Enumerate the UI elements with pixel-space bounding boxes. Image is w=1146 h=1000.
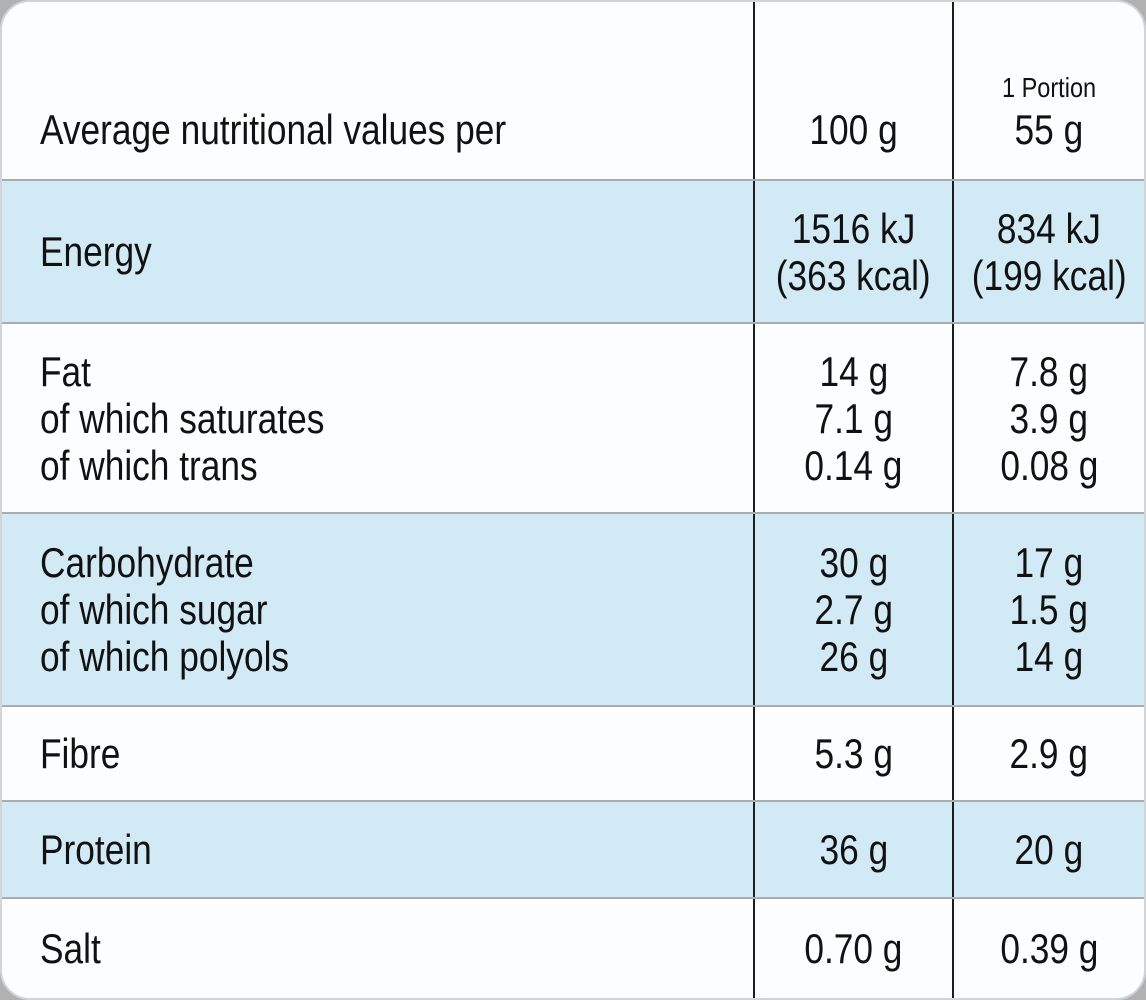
row-salt-portion-cell: 0.39 g (952, 899, 1144, 998)
nutrient-subname: of which sugar (40, 586, 268, 633)
header-title-cell: Average nutritional values per (2, 2, 753, 179)
value-line: 0.08 g (999, 441, 1099, 489)
value-line: (199 kcal) (971, 251, 1127, 299)
header-row: Average nutritional values per 100 g 1 P… (2, 2, 1144, 179)
row-energy: Energy 1516 kJ (363 kcal) 834 kJ (199 kc… (2, 179, 1144, 322)
value-line: 14 g (1014, 633, 1084, 680)
value-line: 2.7 g (814, 586, 893, 633)
value-line: 14 g (819, 347, 888, 395)
value-line: 2.9 g (1009, 730, 1089, 777)
row-energy-label-cell: Energy (2, 181, 753, 322)
value-line: 36 g (819, 826, 888, 873)
row-carbohydrate-label-cell: Carbohydrate of which sugar of which pol… (2, 514, 753, 705)
value-line: 30 g (819, 539, 888, 586)
value-line: 7.8 g (1009, 347, 1089, 395)
column-header-100g-label: 100 g (809, 106, 898, 153)
row-fibre-portion-cell: 2.9 g (952, 707, 1144, 800)
row-fat-portion-cell: 7.8 g 3.9 g 0.08 g (952, 324, 1144, 512)
nutrient-name: Protein (40, 826, 152, 873)
row-carbohydrate: Carbohydrate of which sugar of which pol… (2, 512, 1144, 705)
value-line: 1.5 g (1009, 586, 1089, 633)
value-line: 834 kJ (997, 204, 1101, 252)
value-line: 7.1 g (814, 394, 893, 442)
value-line: 0.39 g (999, 925, 1099, 972)
row-salt: Salt 0.70 g 0.39 g (2, 897, 1144, 998)
row-fat-100g-cell: 14 g 7.1 g 0.14 g (753, 324, 952, 512)
row-salt-label-cell: Salt (2, 899, 753, 998)
nutrient-subname: of which trans (40, 441, 258, 489)
row-protein-label-cell: Protein (2, 802, 753, 897)
value-line: 3.9 g (1009, 394, 1089, 442)
value-line: 17 g (1014, 539, 1084, 586)
value-line: 5.3 g (814, 730, 893, 777)
row-energy-100g-cell: 1516 kJ (363 kcal) (753, 181, 952, 322)
nutrient-subname: of which saturates (40, 394, 325, 442)
row-protein-portion-cell: 20 g (952, 802, 1144, 897)
portion-amount: 55 g (1014, 106, 1084, 153)
row-energy-portion-cell: 834 kJ (199 kcal) (952, 181, 1144, 322)
row-carbohydrate-100g-cell: 30 g 2.7 g 26 g (753, 514, 952, 705)
row-carbohydrate-portion-cell: 17 g 1.5 g 14 g (952, 514, 1144, 705)
nutrient-name: Energy (40, 228, 152, 275)
value-line: (363 kcal) (776, 251, 931, 299)
row-fibre-100g-cell: 5.3 g (753, 707, 952, 800)
column-header-portion: 1 Portion 55 g (952, 2, 1144, 179)
portion-label: 1 Portion (1001, 72, 1097, 103)
nutrient-name: Fibre (40, 730, 121, 777)
column-header-100g: 100 g (753, 2, 952, 179)
value-line: 26 g (819, 633, 888, 680)
row-fat: Fat of which saturates of which trans 14… (2, 322, 1144, 512)
row-fibre: Fibre 5.3 g 2.9 g (2, 705, 1144, 800)
nutrient-subname: of which polyols (40, 633, 290, 680)
value-line: 20 g (1014, 826, 1084, 873)
value-line: 0.70 g (804, 925, 903, 972)
value-line: 0.14 g (804, 441, 903, 489)
nutrient-name: Fat (40, 347, 91, 395)
table-title: Average nutritional values per (40, 106, 507, 153)
row-salt-100g-cell: 0.70 g (753, 899, 952, 998)
value-line: 1516 kJ (791, 204, 916, 252)
nutrient-name: Carbohydrate (40, 539, 254, 586)
row-protein-100g-cell: 36 g (753, 802, 952, 897)
nutrient-name: Salt (40, 925, 101, 972)
row-fat-label-cell: Fat of which saturates of which trans (2, 324, 753, 512)
row-fibre-label-cell: Fibre (2, 707, 753, 800)
row-protein: Protein 36 g 20 g (2, 800, 1144, 897)
